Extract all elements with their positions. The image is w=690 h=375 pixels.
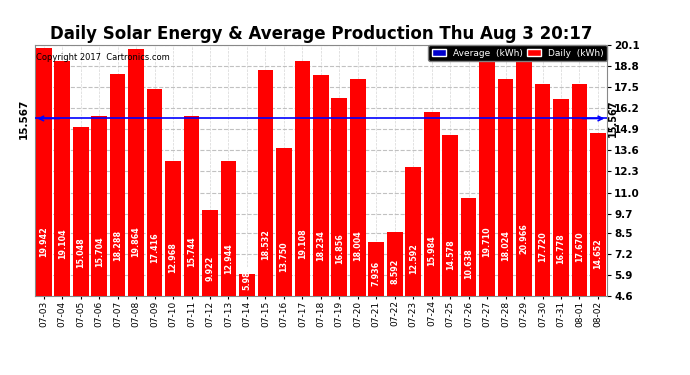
Text: 18.004: 18.004 (353, 231, 362, 261)
Text: 15.048: 15.048 (76, 238, 85, 268)
Bar (535, 84, 551, 296)
Title: Daily Solar Energy & Average Production Thu Aug 3 20:17: Daily Solar Energy & Average Production … (50, 26, 592, 44)
Bar (387, 231, 402, 296)
Bar (368, 242, 384, 296)
Bar (221, 161, 237, 296)
Text: 15.984: 15.984 (427, 236, 436, 266)
Text: 19.108: 19.108 (298, 228, 307, 258)
Bar (350, 79, 366, 296)
Bar (553, 99, 569, 296)
Text: 14.652: 14.652 (593, 238, 602, 269)
Bar (110, 74, 126, 296)
Bar (276, 148, 292, 296)
Bar (128, 49, 144, 296)
Text: Copyright 2017  Cartronics.com: Copyright 2017 Cartronics.com (36, 53, 170, 62)
Bar (590, 133, 606, 296)
Text: 12.968: 12.968 (168, 243, 177, 273)
Text: 19.104: 19.104 (58, 228, 67, 258)
Bar (239, 274, 255, 296)
Text: 15.567: 15.567 (19, 98, 29, 139)
Text: 17.416: 17.416 (150, 232, 159, 262)
Text: 15.567: 15.567 (609, 100, 618, 137)
Legend: Average  (kWh), Daily  (kWh): Average (kWh), Daily (kWh) (428, 45, 607, 61)
Bar (571, 84, 587, 296)
Text: 13.750: 13.750 (279, 241, 288, 272)
Bar (147, 88, 162, 296)
Text: 7.936: 7.936 (372, 261, 381, 286)
Bar (36, 48, 52, 296)
Text: 17.670: 17.670 (575, 231, 584, 262)
Bar (184, 116, 199, 296)
Bar (405, 167, 421, 296)
Text: 12.944: 12.944 (224, 243, 233, 273)
Bar (202, 210, 218, 296)
Bar (424, 112, 440, 296)
Bar (313, 75, 328, 296)
Text: 18.532: 18.532 (261, 229, 270, 260)
Bar (165, 160, 181, 296)
Bar (55, 61, 70, 296)
Bar (497, 79, 513, 296)
Bar (331, 98, 347, 296)
Text: 15.744: 15.744 (187, 236, 196, 267)
Bar (516, 31, 532, 296)
Text: 9.922: 9.922 (206, 255, 215, 281)
Bar (461, 198, 477, 296)
Text: 8.592: 8.592 (391, 259, 400, 284)
Bar (91, 116, 107, 296)
Text: 19.710: 19.710 (482, 226, 491, 257)
Bar (295, 61, 310, 296)
Text: 20.966: 20.966 (520, 223, 529, 254)
Text: 10.638: 10.638 (464, 248, 473, 279)
Bar (73, 127, 88, 296)
Text: 5.984: 5.984 (242, 265, 251, 291)
Text: 12.592: 12.592 (408, 243, 417, 274)
Text: 18.024: 18.024 (501, 230, 510, 261)
Text: 18.288: 18.288 (113, 230, 122, 261)
Text: 14.578: 14.578 (446, 239, 455, 270)
Text: 18.234: 18.234 (316, 230, 326, 261)
Bar (257, 70, 273, 296)
Text: 19.942: 19.942 (39, 226, 48, 256)
Bar (442, 135, 458, 296)
Bar (480, 51, 495, 296)
Text: 15.704: 15.704 (95, 236, 103, 267)
Text: 17.720: 17.720 (538, 231, 547, 262)
Text: 16.856: 16.856 (335, 233, 344, 264)
Text: 19.864: 19.864 (132, 226, 141, 257)
Text: 16.778: 16.778 (557, 234, 566, 264)
